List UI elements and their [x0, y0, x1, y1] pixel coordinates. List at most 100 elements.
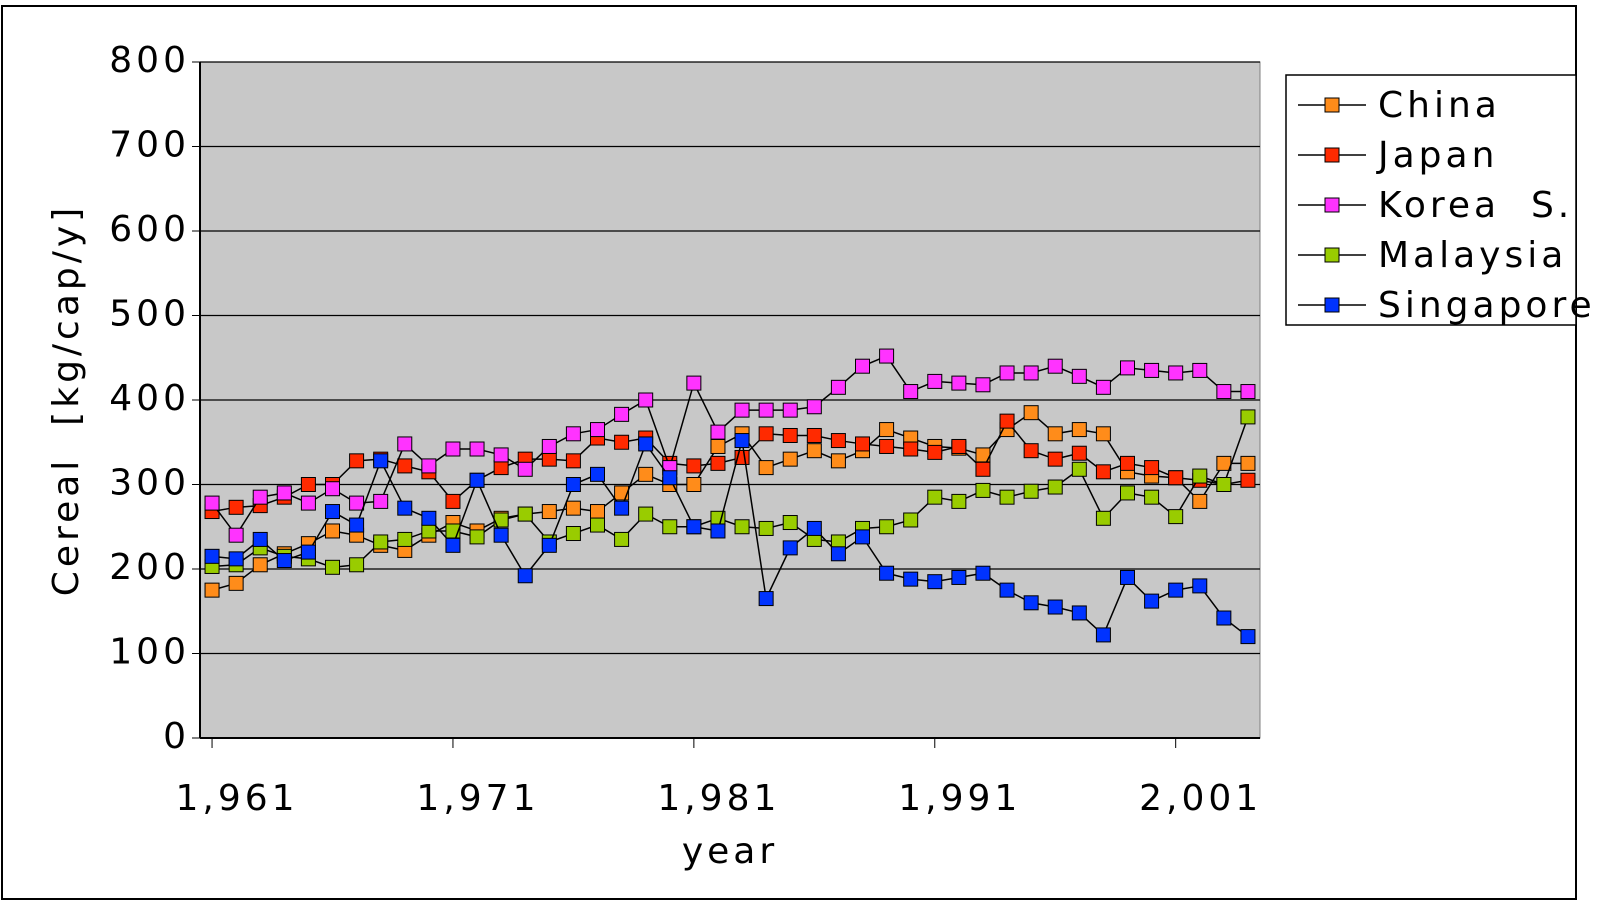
data-point [951, 375, 967, 391]
data-point [228, 499, 244, 515]
data-point [565, 426, 581, 442]
data-point [590, 466, 605, 482]
data-point [830, 433, 846, 449]
data-point [614, 434, 630, 450]
data-point [710, 438, 726, 454]
data-point [734, 519, 750, 535]
legend-label: Japan [1376, 135, 1498, 176]
data-point [710, 455, 726, 471]
data-point [1168, 582, 1184, 598]
data-point [1192, 493, 1208, 509]
data-point [830, 546, 846, 562]
data-point [903, 571, 919, 587]
data-point [1192, 468, 1208, 484]
data-point [517, 568, 533, 584]
data-point [999, 489, 1015, 505]
data-point [855, 358, 870, 374]
data-point [1216, 610, 1232, 626]
data-point [469, 529, 485, 545]
y-tick-label: 800 [109, 40, 190, 81]
data-point [469, 441, 485, 457]
data-point [1047, 451, 1063, 467]
data-point [517, 461, 533, 477]
data-point [590, 422, 605, 438]
data-point [565, 453, 581, 469]
data-point [782, 451, 798, 467]
data-point [349, 495, 365, 511]
data-point [1120, 360, 1135, 376]
data-point [734, 402, 750, 418]
data-point [373, 534, 389, 550]
data-point [1120, 455, 1135, 471]
data-point [638, 506, 654, 522]
data-point [927, 489, 943, 505]
data-point [421, 458, 437, 474]
data-point [686, 458, 702, 474]
data-point [517, 506, 533, 522]
data-point [325, 559, 340, 575]
data-point [903, 512, 919, 528]
data-point [686, 519, 702, 535]
data-point [1192, 362, 1208, 378]
data-point [1047, 358, 1063, 374]
data-point [1071, 605, 1087, 621]
data-point [638, 436, 654, 452]
data-point [975, 482, 991, 498]
data-point [276, 553, 292, 569]
data-point [349, 517, 365, 533]
data-point [806, 443, 822, 459]
data-point [1144, 593, 1160, 609]
x-tick-label: 2,001 [1139, 778, 1262, 819]
data-point [565, 500, 581, 516]
data-point [1023, 595, 1039, 611]
data-point [1240, 472, 1256, 488]
data-point [1095, 464, 1111, 480]
data-point [1047, 426, 1063, 442]
data-point [300, 544, 316, 560]
data-point [758, 460, 774, 476]
data-point [397, 531, 413, 547]
data-point [758, 426, 774, 442]
data-point [541, 451, 557, 467]
x-axis-label: year [682, 831, 778, 872]
data-point [1047, 479, 1063, 495]
legend-label: Malaysia [1378, 235, 1567, 276]
legend-label: Singapore [1378, 285, 1596, 326]
data-point [1023, 483, 1039, 499]
data-point [349, 557, 365, 573]
data-point [228, 575, 244, 591]
data-point [228, 527, 244, 543]
data-point [1095, 510, 1111, 526]
data-point [999, 413, 1015, 429]
x-tick-label: 1,981 [657, 778, 780, 819]
data-point [325, 481, 340, 497]
data-point [493, 527, 509, 543]
y-tick-label: 100 [109, 632, 190, 673]
data-point [1216, 477, 1232, 492]
data-point [421, 510, 437, 526]
data-point [879, 438, 895, 454]
data-point [325, 523, 340, 539]
data-point [975, 565, 991, 581]
data-point [1120, 485, 1135, 501]
data-point [999, 365, 1015, 381]
legend-marker [1324, 147, 1340, 163]
data-point [879, 348, 895, 364]
data-point [1144, 489, 1160, 505]
data-point [1240, 629, 1256, 645]
y-tick-label: 300 [109, 463, 190, 504]
data-point [373, 493, 389, 509]
data-point [252, 489, 268, 505]
data-point [1095, 426, 1111, 442]
legend-marker [1324, 97, 1340, 113]
data-point [1168, 470, 1184, 486]
data-point [879, 422, 895, 438]
data-point [373, 453, 389, 469]
data-point [758, 520, 774, 536]
data-point [999, 582, 1015, 598]
data-point [397, 436, 413, 452]
legend-marker [1324, 247, 1340, 263]
data-point [1216, 384, 1232, 400]
legend-label: China [1378, 85, 1501, 126]
